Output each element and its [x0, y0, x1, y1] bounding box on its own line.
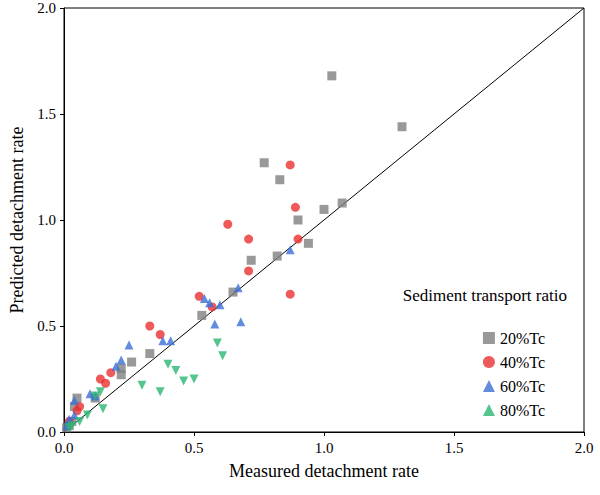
svg-text:0.5: 0.5	[37, 318, 56, 334]
svg-text:60%Tc: 60%Tc	[500, 378, 545, 395]
svg-text:20%Tc: 20%Tc	[500, 330, 545, 347]
svg-text:1.5: 1.5	[37, 106, 56, 122]
svg-text:1.0: 1.0	[315, 440, 334, 456]
svg-text:1.0: 1.0	[37, 212, 56, 228]
svg-text:1.5: 1.5	[445, 440, 464, 456]
svg-text:80%Tc: 80%Tc	[500, 402, 545, 419]
svg-text:40%Tc: 40%Tc	[500, 354, 545, 371]
svg-text:2.0: 2.0	[37, 0, 56, 16]
svg-text:Predicted detachment rate: Predicted detachment rate	[7, 127, 27, 314]
svg-text:2.0: 2.0	[575, 440, 594, 456]
svg-text:0.5: 0.5	[185, 440, 204, 456]
svg-text:0.0: 0.0	[37, 424, 56, 440]
svg-text:Sediment transport ratio: Sediment transport ratio	[403, 286, 567, 305]
svg-text:0.0: 0.0	[55, 440, 74, 456]
svg-text:Measured detachment rate: Measured detachment rate	[229, 461, 419, 481]
